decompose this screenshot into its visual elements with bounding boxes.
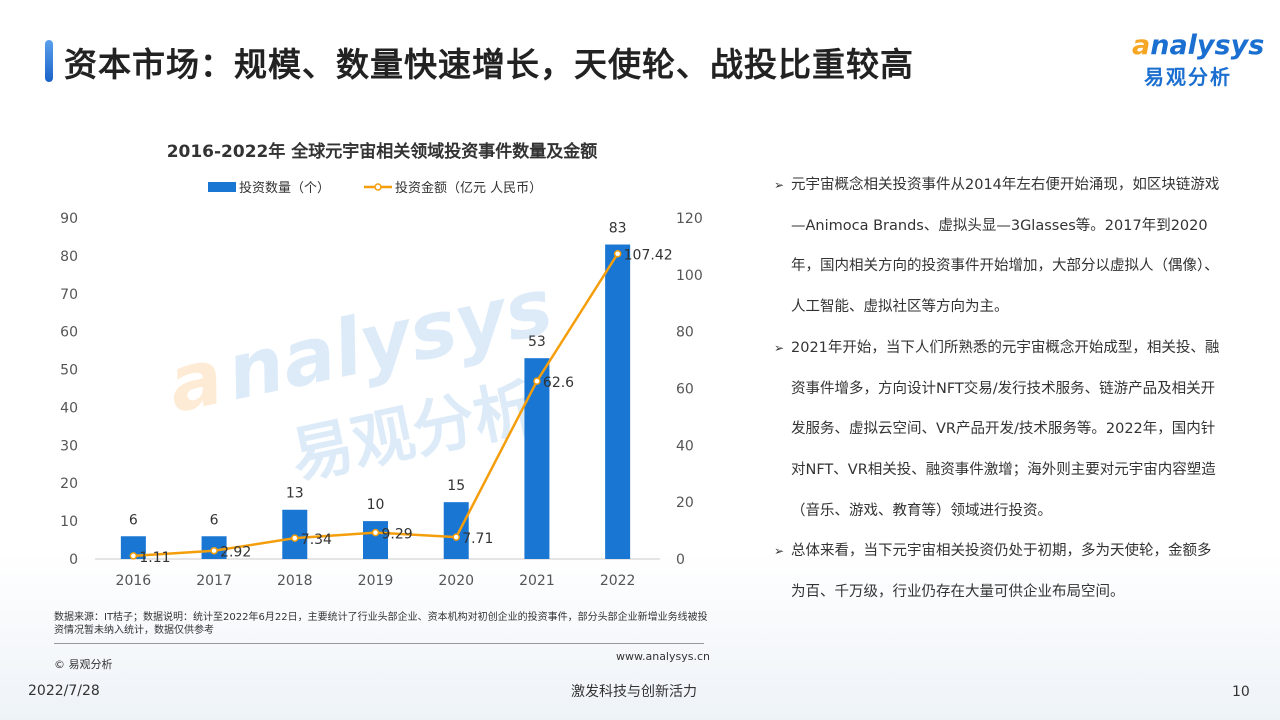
- right-axis-tick: 0: [676, 552, 685, 568]
- chart-title: 2016-2022年 全球元宇宙相关领域投资事件数量及金额: [167, 141, 598, 162]
- x-axis-tick: 2017: [196, 573, 232, 589]
- bar: [363, 521, 388, 559]
- bar-data-label: 13: [286, 486, 304, 502]
- line-data-label: 7.71: [462, 531, 493, 547]
- slogan: 激发科技与创新活力: [571, 684, 697, 700]
- bar: [282, 509, 308, 559]
- page-number: 10: [1232, 684, 1250, 700]
- x-axis-tick: 2022: [600, 573, 636, 589]
- bullet-item: ➢ 总体来看，当下元宇宙相关投资仍处于初期，多为天使轮，金额多为百、千万级，行业仍…: [774, 531, 1224, 612]
- line-data-label: 62.6: [543, 375, 574, 391]
- left-axis-tick: 30: [60, 438, 78, 454]
- left-axis-tick: 60: [60, 325, 78, 341]
- bar: [120, 536, 146, 559]
- bar-data-label: 6: [210, 512, 219, 528]
- bullet-list: ➢ 元宇宙概念相关投资事件从2014年左右便开始涌现，如区块链游戏—Animoca…: [774, 165, 1224, 613]
- logo-cn: 易观分析: [1144, 65, 1232, 89]
- legend-label: 投资数量（个）: [239, 180, 330, 196]
- right-axis-tick: 40: [676, 438, 694, 454]
- line-point: [129, 552, 138, 560]
- right-axis-tick: 60: [676, 382, 694, 398]
- line-point: [613, 249, 622, 258]
- watermark: a: [160, 332, 230, 431]
- x-axis-tick: 2018: [277, 573, 313, 589]
- line-data-label: 9.29: [382, 527, 413, 543]
- arrow-bullet-icon: ➢: [774, 544, 785, 559]
- bar-data-label: 53: [528, 334, 546, 350]
- line-data-label: 1.11: [139, 550, 170, 566]
- line-data-label: 107.42: [624, 248, 673, 264]
- logo-en: analysys: [1132, 30, 1265, 61]
- line-point: [533, 377, 541, 385]
- line-data-label: 7.34: [301, 532, 332, 548]
- arrow-bullet-icon: ➢: [774, 178, 785, 192]
- line-point: [291, 534, 299, 542]
- bullet-item: ➢ 2021年开始，当下人们所熟悉的元宇宙概念开始成型，相关投、融资事件增多，方向…: [774, 328, 1224, 532]
- data-source-note: 数据来源：IT桔子；数据说明：统计至2022年6月22日，主要统计了行业头部企业…: [54, 612, 708, 636]
- left-axis-tick: 0: [69, 552, 78, 568]
- city-background: [0, 550, 1280, 720]
- left-axis-tick: 40: [60, 400, 78, 416]
- page-title: 资本市场：规模、数量快速增长，天使轮、战投比重较高: [64, 45, 914, 84]
- copyright: © 易观分析: [54, 658, 113, 671]
- right-axis-tick: 80: [676, 325, 694, 341]
- x-axis-tick: 2019: [358, 573, 394, 589]
- divider: [54, 643, 704, 644]
- bar: [524, 358, 550, 559]
- bar-data-label: 10: [367, 497, 385, 513]
- bar: [605, 244, 631, 559]
- legend-line-marker: [374, 183, 382, 191]
- left-axis-tick: 70: [60, 287, 78, 303]
- title-accent-bar: [45, 40, 53, 82]
- right-axis-tick: 120: [676, 211, 703, 227]
- bar: [443, 502, 469, 559]
- line-point: [452, 533, 460, 541]
- left-axis-tick: 90: [60, 211, 78, 227]
- website-link[interactable]: www.analysys.cn: [616, 650, 710, 663]
- x-axis-tick: 2016: [116, 573, 152, 589]
- left-axis-tick: 20: [60, 476, 78, 492]
- legend-bar-swatch: [208, 182, 236, 192]
- bar-data-label: 15: [447, 478, 465, 494]
- left-axis-tick: 50: [60, 363, 78, 379]
- line-point: [371, 528, 380, 537]
- analysys-logo: analysys 易观分析: [1132, 30, 1265, 92]
- report-date: 2022/7/28: [28, 683, 100, 699]
- right-axis-tick: 20: [676, 495, 694, 511]
- left-axis-tick: 80: [60, 249, 78, 265]
- x-axis-tick: 2021: [519, 573, 555, 589]
- bar-data-label: 6: [129, 512, 138, 528]
- line-point: [210, 546, 218, 555]
- right-axis-tick: 100: [676, 268, 703, 284]
- legend-label: 投资金额（亿元 人民币）: [395, 180, 542, 196]
- bullet-item: ➢ 元宇宙概念相关投资事件从2014年左右便开始涌现，如区块链游戏—Animoca…: [774, 165, 1224, 328]
- left-axis-tick: 10: [60, 514, 78, 530]
- x-axis-tick: 2020: [438, 573, 474, 589]
- bar-data-label: 83: [609, 221, 627, 237]
- arrow-bullet-icon: ➢: [774, 340, 785, 355]
- line-data-label: 2.92: [220, 545, 251, 561]
